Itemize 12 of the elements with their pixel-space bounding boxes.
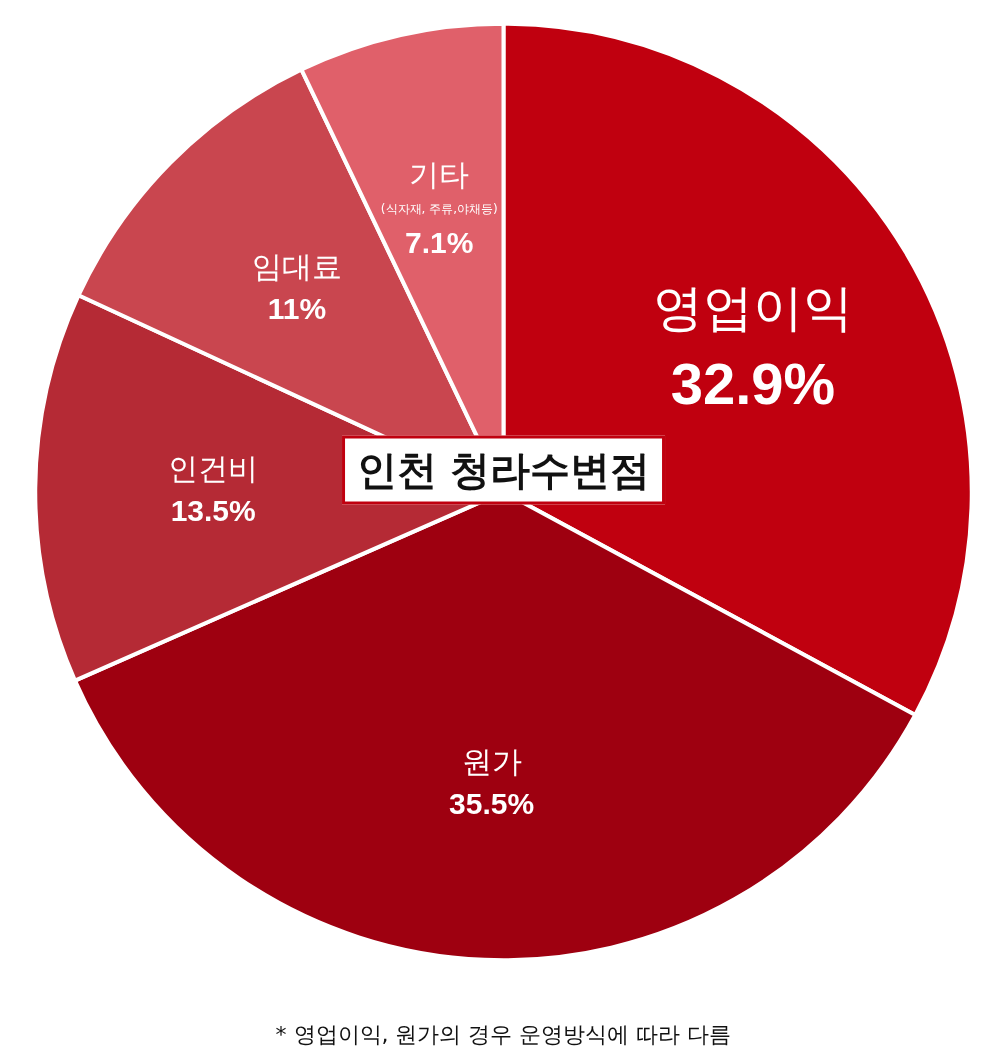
data-label: 7.1% [405,226,474,260]
data-label: 35.5% [449,786,535,820]
slice-label: 임대료 [251,249,342,285]
text: 인천 청라수변점 [341,435,666,505]
slice-label: 인건비 [168,450,259,486]
data-label: 32.9% [670,350,836,416]
text: * 영업이익, 원가의 경우 운영방식에 따라 다름 [274,1021,733,1049]
slice-label: 영업이익 [652,279,853,338]
data-label: 11% [267,292,327,326]
slice-label: 기타 (식자재, 주류,야채등) [380,157,498,216]
data-label: 13.5% [170,493,256,527]
slice-label: 원가 [461,743,522,779]
